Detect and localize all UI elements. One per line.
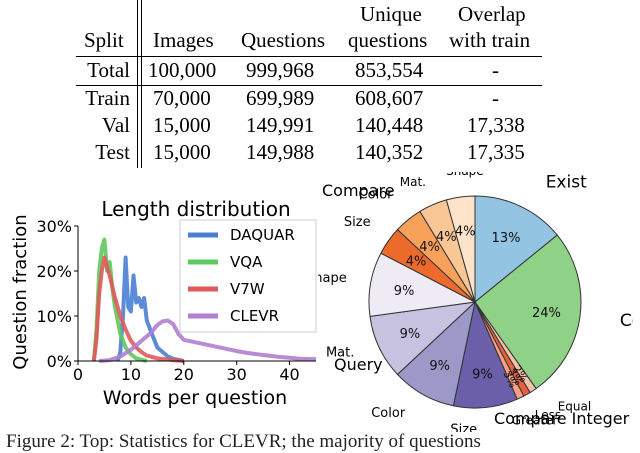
slice-name-label: Size <box>344 215 371 230</box>
cell-overlap: 17,338 <box>467 113 525 137</box>
axes: 0% 10% 20% 30% 0 10 20 30 40 <box>36 217 316 384</box>
cell-unique: 140,352 <box>355 140 424 164</box>
pie-labels: 13%24%2%3%3%9%9%9%9%4%4%4%4%ExistCountEq… <box>318 172 633 432</box>
table-row: Test 15,000 149,988 140,352 17,335 <box>0 140 640 166</box>
cell-overlap: - <box>492 58 499 82</box>
legend-label: VQA <box>230 253 263 271</box>
cell-split: Val <box>102 113 130 137</box>
pie-slice-0 <box>474 195 558 304</box>
chart-title: Length distribution <box>101 197 290 221</box>
cell-images: 100,000 <box>148 58 217 82</box>
cell-unique: 853,554 <box>355 58 424 82</box>
y-tick-label: 30% <box>36 217 72 236</box>
slice-name-label: Color <box>371 406 406 421</box>
slice-value-label: 4% <box>406 254 427 269</box>
x-tick-label: 40 <box>279 365 299 384</box>
slice-name-label: Less <box>535 408 561 422</box>
slice-value-label: 24% <box>532 306 561 321</box>
slice-value-label: 4% <box>419 240 440 255</box>
slice-value-label: 9% <box>400 327 421 342</box>
table-rule-mid <box>76 85 542 86</box>
cell-questions: 149,991 <box>246 113 315 137</box>
slice-value-label: 9% <box>429 359 450 374</box>
length-distribution-chart: Length distribution Question fraction Wo… <box>10 197 317 409</box>
group-label-query: Query <box>334 355 383 374</box>
pie-slice-1 <box>474 234 582 390</box>
table-rule-top <box>76 56 542 57</box>
pie-slices <box>368 195 582 409</box>
cell-questions: 149,988 <box>246 140 315 164</box>
stats-table: Unique Overlap Split Images Questions qu… <box>0 0 640 175</box>
x-tick-label: 10 <box>121 365 141 384</box>
slice-name-label: Mat. <box>400 175 426 189</box>
header-split: Split <box>84 28 124 52</box>
legend-box <box>179 219 317 333</box>
slice-value-label: 13% <box>492 231 521 246</box>
x-axis-label: Words per question <box>103 387 287 409</box>
cell-questions: 999,968 <box>246 58 315 82</box>
header-questions: Questions <box>241 28 325 52</box>
slice-name-label: Shape <box>318 271 347 286</box>
header-overlap-line2: with train <box>449 28 531 52</box>
slice-value-label: 4% <box>436 230 457 245</box>
slice-name-label: Count <box>620 311 633 331</box>
y-tick-label: 0% <box>47 352 72 371</box>
slice-name-label: Size <box>450 422 477 432</box>
table-row: Total 100,000 999,968 853,554 - <box>0 58 640 84</box>
x-tick-label: 0 <box>73 365 83 384</box>
slice-name-label: Mat. <box>326 346 354 361</box>
x-tick-label: 30 <box>226 365 246 384</box>
question-type-pie-chart: 13%24%2%3%3%9%9%9%9%4%4%4%4%ExistCountEq… <box>318 172 633 432</box>
cell-overlap: 17,335 <box>467 140 525 164</box>
slice-value-label: 4% <box>455 225 476 240</box>
slice-name-label: Greater <box>512 414 558 428</box>
series-line-daquar <box>115 255 185 363</box>
series-line-v7w <box>91 255 184 363</box>
cell-images: 70,000 <box>153 86 211 110</box>
cell-images: 15,000 <box>153 140 211 164</box>
legend: DAQUAR VQA V7W CLEVR <box>179 219 317 333</box>
series-group <box>91 237 317 363</box>
pie-slice-12 <box>445 195 476 303</box>
legend-label: V7W <box>230 280 265 298</box>
cell-split: Test <box>95 140 130 164</box>
table-row: Train 70,000 699,989 608,607 - <box>0 86 640 112</box>
slice-name-label: Equal <box>558 400 592 414</box>
slice-value-label: 9% <box>394 284 415 299</box>
cell-questions: 699,989 <box>246 86 315 110</box>
table-row: Val 15,000 149,991 140,448 17,338 <box>0 113 640 139</box>
header-overlap-line1: Overlap <box>458 2 526 26</box>
table-double-vline-b <box>141 0 142 168</box>
group-label-compare: Compare <box>322 181 395 200</box>
legend-label: DAQUAR <box>230 226 295 244</box>
header-unique-line2: questions <box>348 28 428 52</box>
y-tick-label: 10% <box>36 307 72 326</box>
header-unique-line1: Unique <box>360 2 422 26</box>
cell-split: Total <box>87 58 130 82</box>
series-line-clevr <box>99 318 317 363</box>
figure-caption: Figure 2: Top: Statistics for CLEVR; the… <box>6 431 481 452</box>
cell-unique: 140,448 <box>355 113 424 137</box>
y-tick-label: 20% <box>36 262 72 281</box>
cell-split: Train <box>85 86 130 110</box>
cell-unique: 608,607 <box>355 86 424 110</box>
header-images: Images <box>153 28 214 52</box>
legend-label: CLEVR <box>230 307 279 325</box>
slice-name-label: Shape <box>446 172 484 178</box>
cell-images: 15,000 <box>153 113 211 137</box>
slice-value-label: 9% <box>472 368 493 383</box>
y-axis-label: Question fraction <box>10 214 31 369</box>
table-double-vline-a <box>137 0 138 168</box>
cell-overlap: - <box>492 86 499 110</box>
x-tick-label: 20 <box>174 365 194 384</box>
slice-name-label: Exist <box>546 172 587 192</box>
slice-name-label: Color <box>359 188 394 203</box>
group-label-compare-integer: Compare Integer <box>494 409 630 428</box>
